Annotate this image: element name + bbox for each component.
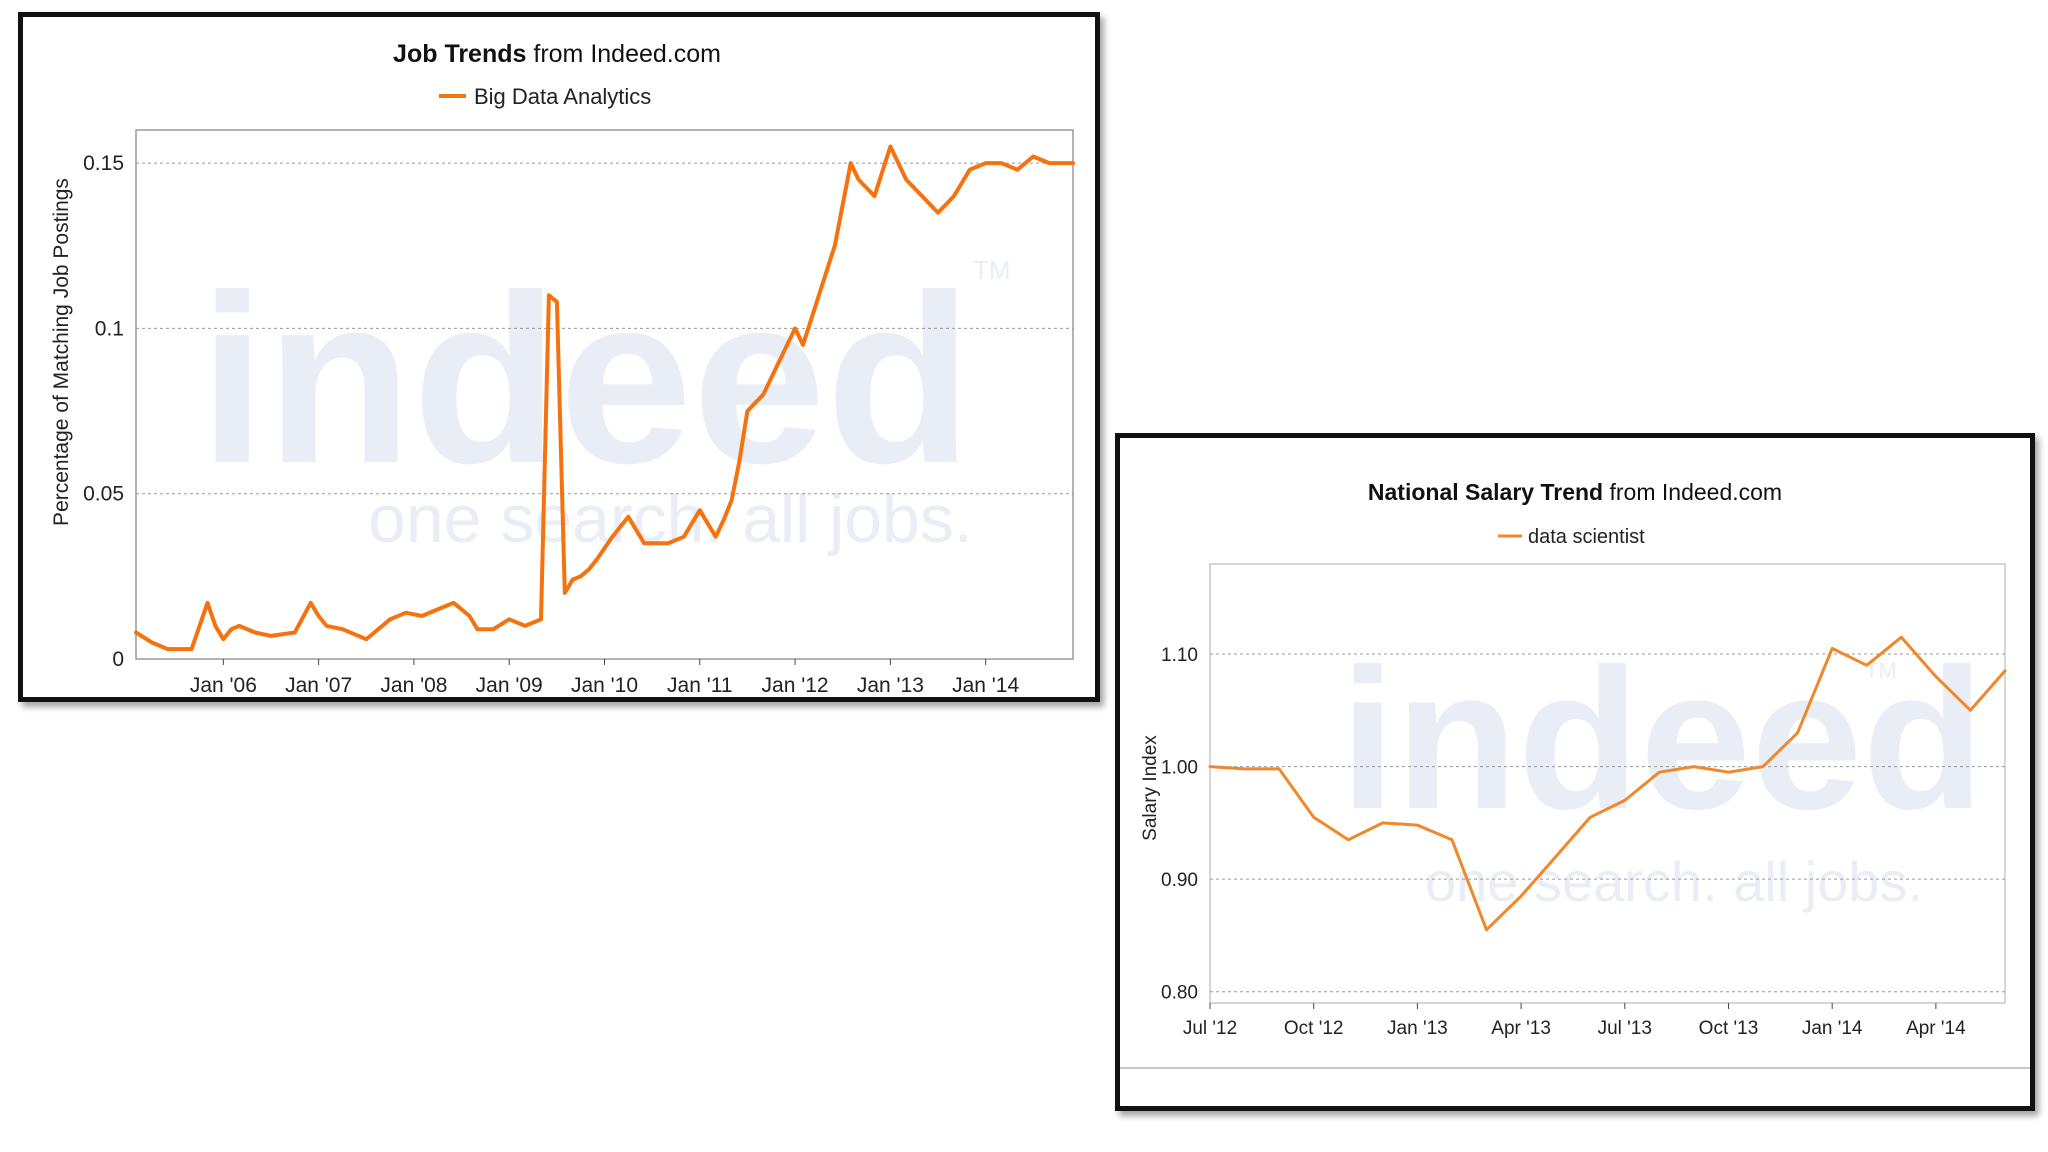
series-line-0: [134, 144, 1075, 652]
x-tick-label: Jan '13: [1387, 1018, 1448, 1039]
x-tick-label: Jan '06: [190, 674, 257, 697]
series-line-0: [1208, 635, 2007, 932]
salary-trend-chart: indeed TM one search. all jobs. National…: [1120, 479, 2030, 1069]
y-tick-label: 0: [112, 648, 124, 671]
y-tick-label: 1.00: [1161, 758, 1198, 779]
y-tick-label: 1.10: [1161, 645, 1198, 666]
y-tick-label: 0.90: [1161, 870, 1198, 891]
x-tick-label: Jan '13: [857, 674, 924, 697]
job-trends-chart: indeed TM one search. all jobs. Job Tren…: [50, 40, 1075, 697]
watermark-logo: indeed: [199, 245, 972, 513]
x-tick-label: Apr '14: [1906, 1018, 1966, 1039]
watermark-tm: TM: [973, 255, 1011, 285]
y-tick-label: 0.1: [95, 317, 124, 340]
x-tick-label: Oct '13: [1699, 1018, 1759, 1039]
chart-title: Job Trends from Indeed.com: [393, 40, 721, 68]
x-tick-label: Jan '07: [285, 674, 352, 697]
x-tick-label: Jan '14: [1802, 1018, 1863, 1039]
legend-label: data scientist: [1528, 526, 1645, 548]
y-axis-label: Salary Index: [1140, 735, 1161, 841]
indeed-watermark: indeed TM one search. all jobs.: [1340, 628, 1985, 913]
plot-area: 0 0.05 0.1 0.15 Jan '06 Jan '07 Jan '08 Jan '09…: [83, 129, 1075, 697]
chart-title: National Salary Trend from Indeed.com: [1368, 479, 1782, 505]
y-tick-label: 0.80: [1161, 983, 1198, 1004]
x-tick-label: Jan '10: [571, 674, 638, 697]
watermark-logo: indeed: [1340, 628, 1985, 851]
y-axis-label: Percentage of Matching Job Postings: [50, 178, 73, 526]
x-tick-label: Oct '12: [1284, 1018, 1344, 1039]
y-tick-label: 0.05: [83, 483, 124, 506]
x-tick-label: Jan '14: [952, 674, 1019, 697]
x-tick-label: Jan '12: [762, 674, 829, 697]
indeed-watermark: indeed TM one search. all jobs.: [199, 245, 1011, 557]
watermark-tagline: one search. all jobs.: [1425, 850, 1923, 913]
plot-frame: [1209, 563, 2006, 1004]
x-tick-label: Jan '11: [667, 674, 733, 697]
legend: Big Data Analytics: [439, 84, 651, 109]
x-tick-label: Apr '13: [1491, 1018, 1551, 1039]
x-tick-label: Jul '12: [1183, 1018, 1237, 1039]
legend: data scientist: [1498, 526, 1645, 548]
watermark-tagline: one search. all jobs.: [368, 481, 973, 557]
job-trends-panel: indeed TM one search. all jobs. Job Tren…: [18, 12, 1100, 702]
x-tick-label: Jan '08: [380, 674, 447, 697]
y-tick-label: 0.15: [83, 152, 124, 175]
plot-area: 0.80 0.90 1.00 1.10 Jul '12 Oct '12 Jan '13 Apr…: [1161, 563, 2007, 1039]
legend-label: Big Data Analytics: [474, 84, 651, 109]
salary-trend-panel: indeed TM one search. all jobs. National…: [1115, 433, 2035, 1111]
x-tick-label: Jul '13: [1598, 1018, 1652, 1039]
x-tick-label: Jan '09: [476, 674, 543, 697]
